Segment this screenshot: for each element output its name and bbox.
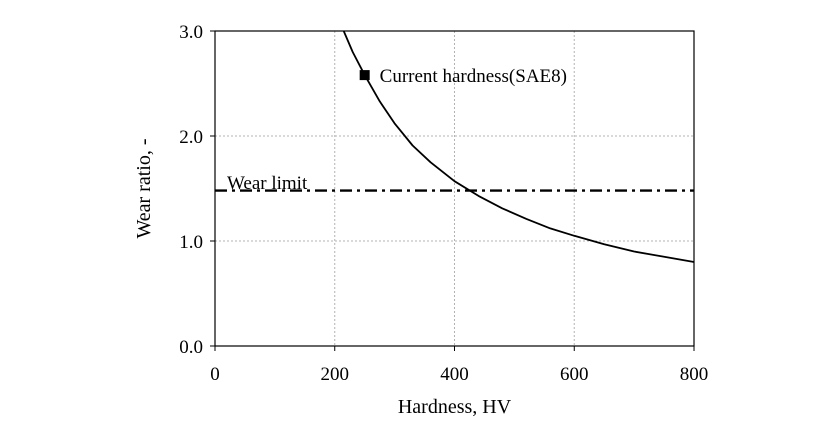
grid-lines (215, 31, 694, 346)
x-tick-labels: 0 200 400 600 800 (210, 346, 708, 385)
current-hardness-label: Current hardness(SAE8) (380, 66, 567, 87)
annotation-layer: Wear limit Current hardness(SAE8) (227, 66, 567, 194)
x-tick-label: 200 (321, 364, 350, 385)
y-tick-label: 1.0 (179, 232, 203, 253)
y-axis-title: Wear ratio, - (133, 139, 155, 239)
y-tick-label: 2.0 (179, 127, 203, 148)
y-tick-label: 0.0 (179, 337, 203, 358)
current-hardness-marker (359, 70, 370, 81)
x-tick-label: 0 (210, 364, 220, 385)
x-tick-label: 600 (560, 364, 589, 385)
wear-limit-label: Wear limit (227, 173, 308, 194)
x-tick-label: 800 (680, 364, 709, 385)
y-tick-label: 3.0 (179, 22, 203, 43)
y-tick-labels: 0.0 1.0 2.0 3.0 (179, 22, 215, 358)
x-tick-label: 400 (440, 364, 469, 385)
series-layer (215, 30, 695, 263)
points-layer (359, 70, 370, 81)
wear-ratio-curve (342, 30, 695, 263)
x-axis-title: Hardness, HV (398, 396, 512, 418)
